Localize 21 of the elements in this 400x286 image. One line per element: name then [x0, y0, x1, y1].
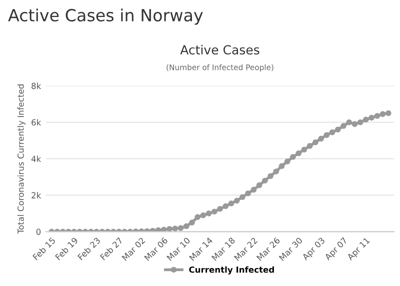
y-tick-label: 4k — [31, 156, 42, 162]
y-tick-label: 2k — [32, 192, 42, 198]
chart-title: Active Cases in Norway — [8, 8, 203, 25]
y-tick-label: 0 — [36, 228, 41, 235]
x-tick-label: Feb 15 — [32, 237, 56, 260]
x-tick-label: Apr 11 — [346, 237, 372, 262]
y-axis-title: Total Coronavirus Currently Infected — [17, 84, 26, 234]
y-tick-label: 8k — [32, 82, 42, 90]
x-tick-label: Mar 26 — [256, 236, 280, 261]
legend-label: Currently Infected — [189, 266, 274, 274]
x-tick-label: Mar 02 — [122, 237, 146, 261]
x-tick-label: Mar 30 — [278, 237, 303, 261]
x-tick-label: Apr 07 — [324, 237, 349, 262]
chart-subtitle: Active Cases — [180, 44, 260, 55]
x-tick-label: Mar 10 — [166, 237, 190, 261]
x-tick-label: Feb 19 — [54, 236, 78, 260]
x-tick-label: Feb 23 — [77, 236, 101, 260]
x-tick-label: Mar 18 — [211, 237, 236, 261]
x-tick-label: Apr 03 — [302, 237, 326, 262]
x-tick-label: Mar 22 — [234, 237, 258, 261]
y-tick-label: 6k — [32, 119, 42, 126]
